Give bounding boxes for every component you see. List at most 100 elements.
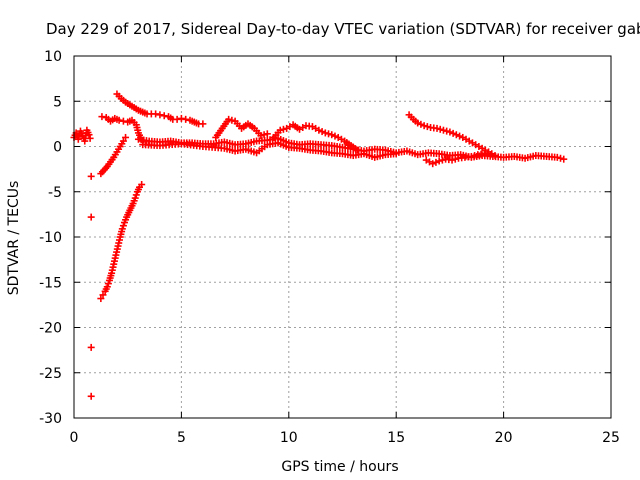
data-point: [119, 137, 127, 145]
x-tick-label: 5: [177, 430, 186, 446]
x-tick-labels: 0 5 10 15 20 25: [70, 430, 620, 446]
series-hump-10: [270, 121, 362, 154]
data-point: [446, 128, 454, 136]
data-point: [443, 127, 451, 135]
data-point: [321, 129, 329, 137]
series-recovery: [97, 181, 146, 303]
data-point: [435, 157, 443, 165]
y-tick-label: -30: [39, 411, 62, 427]
data-point: [97, 295, 105, 303]
series-rising: [97, 133, 130, 178]
data-point: [118, 225, 126, 233]
data-point: [325, 130, 333, 138]
data-point: [119, 117, 127, 125]
data-point: [156, 111, 164, 119]
x-tick-label: 25: [602, 430, 620, 446]
data-point: [449, 129, 457, 137]
data-point: [452, 131, 460, 139]
data-point: [260, 131, 268, 139]
data-point: [103, 283, 111, 291]
data-point: [417, 120, 425, 128]
data-point: [328, 131, 336, 139]
data-point: [87, 392, 95, 400]
x-tick-label: 20: [495, 430, 513, 446]
data-point: [85, 131, 93, 139]
data-point: [429, 160, 437, 168]
series-lower-16: [422, 150, 495, 168]
series-isolated: [87, 172, 95, 400]
data-point: [276, 126, 284, 134]
data-point: [115, 116, 123, 124]
data-point: [436, 125, 444, 133]
data-point: [448, 156, 456, 164]
data-point: [87, 172, 95, 180]
data-point: [456, 132, 464, 140]
data-point: [318, 128, 326, 136]
y-tick-label: -10: [39, 230, 62, 246]
data-point: [160, 112, 168, 120]
y-tick-label: -20: [39, 321, 62, 337]
x-axis-label: GPS time / hours: [281, 459, 398, 475]
data-point: [182, 115, 190, 123]
data-points: [70, 90, 568, 400]
series-descending-high: [113, 90, 207, 128]
data-point: [433, 124, 441, 132]
series-main-band-b: [139, 139, 400, 161]
data-point: [557, 154, 565, 162]
data-point: [491, 152, 499, 160]
data-point: [263, 130, 271, 138]
data-point: [152, 110, 160, 118]
y-tick-label: 0: [53, 140, 62, 156]
data-point: [173, 115, 181, 123]
data-point: [471, 152, 479, 160]
data-point: [560, 155, 568, 163]
data-point: [138, 181, 146, 189]
data-point: [315, 126, 323, 134]
data-point: [354, 146, 362, 154]
data-point: [279, 125, 287, 133]
data-point: [432, 158, 440, 166]
x-tick-label: 0: [70, 430, 79, 446]
data-point: [451, 155, 459, 163]
chart-title: Day 229 of 2017, Sidereal Day-to-day VTE…: [46, 20, 640, 38]
data-point: [87, 343, 95, 351]
data-point: [177, 114, 185, 122]
data-point: [467, 152, 475, 160]
data-point: [99, 291, 107, 299]
data-point: [86, 134, 94, 142]
tick-marks: [73, 55, 612, 419]
series-hump-7: [212, 115, 271, 141]
grid-lines: [74, 56, 611, 418]
data-point: [132, 191, 140, 199]
data-point: [98, 113, 106, 121]
data-point: [119, 222, 127, 230]
data-point: [228, 116, 236, 124]
data-point: [225, 115, 233, 123]
x-tick-label: 15: [387, 430, 405, 446]
data-point: [257, 132, 265, 140]
y-tick-label: -25: [39, 366, 62, 382]
data-point: [199, 120, 207, 128]
y-tick-labels: 10 5 0 -5 -10 -15 -20 -25 -30: [39, 49, 62, 427]
y-tick-label: 10: [44, 49, 62, 65]
data-point: [438, 156, 446, 164]
data-point: [414, 119, 422, 127]
data-point: [487, 151, 495, 159]
y-tick-label: -15: [39, 275, 62, 291]
data-point: [423, 123, 431, 131]
data-point: [122, 133, 130, 141]
y-axis-label: SDTVAR / TECUs: [6, 181, 22, 296]
data-point: [553, 153, 561, 161]
data-point: [420, 122, 428, 130]
data-point: [87, 213, 95, 221]
series-upper-15: [405, 111, 499, 160]
data-point: [439, 126, 447, 134]
y-tick-label: -5: [48, 185, 62, 201]
y-tick-label: 5: [53, 94, 62, 110]
data-point: [392, 150, 400, 158]
data-point: [331, 132, 339, 140]
data-point: [131, 194, 139, 202]
x-tick-label: 10: [280, 430, 298, 446]
data-point: [104, 280, 112, 288]
